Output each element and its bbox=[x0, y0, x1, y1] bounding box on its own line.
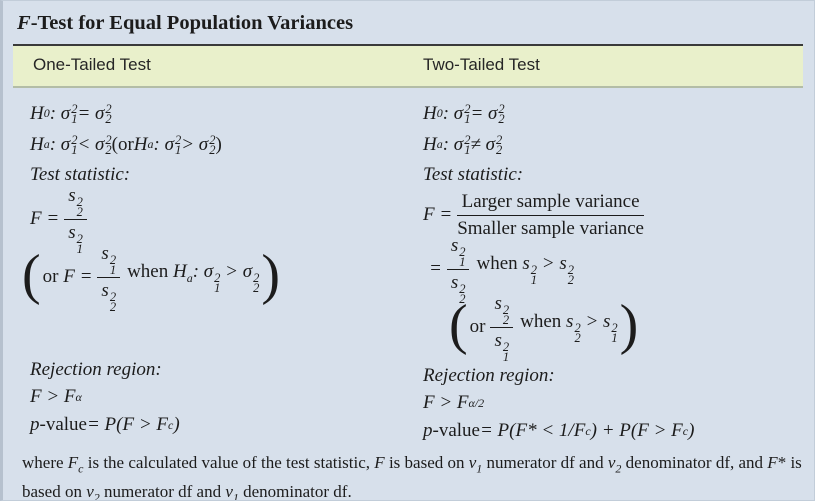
formula-line: Rejection region: bbox=[423, 364, 555, 386]
table-header-row: One-Tailed Test Two-Tailed Test bbox=[13, 46, 803, 88]
footnote: where Fc is the calculated value of the … bbox=[22, 453, 802, 501]
spacer bbox=[30, 306, 408, 356]
header-cell-two-tailed: Two-Tailed Test bbox=[423, 55, 540, 74]
table-top-rule bbox=[13, 44, 803, 46]
formula-line: Rejection region: bbox=[30, 358, 162, 380]
formula-line: Test statistic: bbox=[30, 164, 131, 185]
fraction: Larger sample variance Smaller sample var… bbox=[457, 190, 644, 239]
formula-line: Test statistic: bbox=[423, 164, 524, 185]
formula-line: F = Larger sample variance Smaller sample… bbox=[423, 190, 644, 239]
page-title: F-Test for Equal Population Variances bbox=[17, 12, 354, 34]
header-cell-one-tailed: One-Tailed Test bbox=[33, 55, 151, 74]
